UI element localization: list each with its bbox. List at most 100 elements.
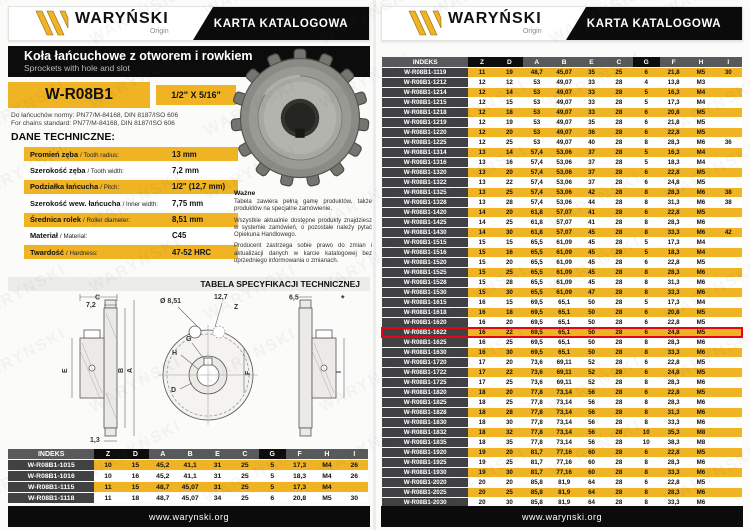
spec-label-pl: Szerokość wew. łańcucha bbox=[30, 198, 121, 208]
cell: 36 bbox=[577, 128, 606, 137]
table-row: W-R08B1-1722 17 22 73,6 69,11 52 28 6 24,8 M5 bbox=[382, 368, 742, 377]
cell: 56 bbox=[577, 428, 606, 437]
cell: 69,5 bbox=[523, 348, 551, 357]
cell: 45,2 bbox=[149, 460, 177, 470]
cell: 56 bbox=[577, 438, 606, 447]
cell: 65,5 bbox=[523, 258, 551, 267]
dim-label-d: D bbox=[171, 387, 176, 394]
row-index: W-R08B1-2030 bbox=[382, 498, 469, 507]
cell: M4 bbox=[313, 460, 341, 470]
table-row: W-R08B1-1325 13 25 57,4 53,06 42 28 8 28,3 M6 38 bbox=[382, 188, 742, 197]
dim-label-65: 6,5 bbox=[289, 295, 299, 302]
cell: M4 bbox=[687, 238, 715, 247]
cell: 28 bbox=[605, 448, 633, 457]
cell: 53 bbox=[523, 128, 551, 137]
table-row: W-R08B1-1720 17 20 73,6 69,11 52 28 6 22,8 M5 bbox=[382, 358, 742, 367]
cell: 22,8 bbox=[659, 388, 688, 397]
cell: 50 bbox=[577, 328, 606, 337]
cell: 64 bbox=[577, 488, 606, 497]
note-paragraph: Wszystkie aktualnie dostępne produkty zn… bbox=[234, 217, 372, 239]
cell: 5 bbox=[632, 248, 660, 257]
cell: 25 bbox=[495, 218, 524, 227]
cell: 28 bbox=[605, 98, 633, 107]
table-row: W-R08B1-1630 16 30 69,5 65,1 50 28 8 33,3 M6 bbox=[382, 348, 742, 357]
cell: 25 bbox=[495, 458, 524, 467]
cell: 28 bbox=[605, 158, 633, 167]
cell: 8 bbox=[632, 228, 660, 237]
column-header-g: G bbox=[632, 57, 660, 67]
cell: 53 bbox=[523, 78, 551, 87]
cell: 28 bbox=[605, 198, 633, 207]
cell: 24,8 bbox=[659, 328, 688, 337]
cell: 50 bbox=[577, 318, 606, 327]
row-index: W-R08B1-1630 bbox=[382, 348, 469, 357]
cell: 57,4 bbox=[523, 148, 551, 157]
column-header-e: E bbox=[203, 449, 232, 459]
cell bbox=[714, 208, 742, 217]
note-title: Ważne bbox=[234, 190, 256, 197]
cell: 16 bbox=[468, 318, 496, 327]
cell: 53 bbox=[523, 108, 551, 117]
cell: 85,8 bbox=[523, 478, 551, 487]
cell: 45,07 bbox=[550, 68, 578, 77]
cell bbox=[714, 408, 742, 417]
cell bbox=[714, 438, 742, 447]
cell: 61,09 bbox=[550, 288, 578, 297]
cell: 42 bbox=[577, 188, 606, 197]
cell: 57,07 bbox=[550, 208, 578, 217]
table-row: W-R08B1-1925 19 25 81,7 77,16 60 28 8 28,3 M6 bbox=[382, 458, 742, 467]
cell: 33,3 bbox=[659, 498, 688, 507]
row-index: W-R08B1-1525 bbox=[382, 268, 469, 277]
row-index: W-R08B1-1722 bbox=[382, 368, 469, 377]
table-row: W-R08B1-1322 13 22 57,4 53,06 37 28 6 24,8 M5 bbox=[382, 178, 742, 187]
cell: 25 bbox=[605, 68, 633, 77]
row-index: W-R08B1-1835 bbox=[382, 438, 469, 447]
column-header-b: B bbox=[176, 449, 204, 459]
cell: 28 bbox=[605, 458, 633, 467]
cell: M5 bbox=[687, 308, 715, 317]
cell: 49,07 bbox=[550, 98, 578, 107]
table-row: W-R08B1-1830 18 30 77,8 73,14 56 28 8 33,3 M6 bbox=[382, 418, 742, 427]
spec-label-en: / Tooth width: bbox=[87, 167, 124, 175]
cell: 30 bbox=[495, 288, 524, 297]
cell bbox=[714, 458, 742, 467]
cell: 20 bbox=[468, 488, 496, 497]
warynski-logo-icon bbox=[35, 10, 69, 36]
cell: 8 bbox=[632, 458, 660, 467]
cell: 34 bbox=[203, 493, 232, 503]
cell: 28,3 bbox=[659, 378, 688, 387]
cell: 73,6 bbox=[523, 358, 551, 367]
cell: 60 bbox=[577, 468, 606, 477]
cell: 5 bbox=[258, 471, 286, 481]
table-row: W-R08B1-1625 16 25 69,5 65,1 50 28 8 28,3 M6 bbox=[382, 338, 742, 347]
cell: 37 bbox=[577, 158, 606, 167]
cell: 45,07 bbox=[176, 493, 204, 503]
cell: 17,3 bbox=[285, 482, 314, 492]
cell: 64 bbox=[577, 478, 606, 487]
technical-drawing: C 7,2 E B A 1,3 Ø 8,51 12,7 Z G H D F 6,… bbox=[62, 293, 345, 444]
cell: M8 bbox=[687, 428, 715, 437]
cell: M5 bbox=[687, 128, 715, 137]
cell bbox=[714, 268, 742, 277]
cell bbox=[714, 448, 742, 457]
cell: 13 bbox=[468, 148, 496, 157]
cell: 65,1 bbox=[550, 328, 578, 337]
cell: 10 bbox=[94, 460, 122, 470]
cell: 73,14 bbox=[550, 418, 578, 427]
table-row: W-R08B1-1420 14 20 61,8 57,07 41 28 6 22,8 M5 bbox=[382, 208, 742, 217]
cell: 20,8 bbox=[659, 308, 688, 317]
cell: M5 bbox=[687, 358, 715, 367]
cell: 50 bbox=[577, 348, 606, 357]
tech-spec-list: Promień zęba / Tooth radius: 13 mm Szero… bbox=[24, 147, 238, 262]
cell: 77,16 bbox=[550, 468, 578, 477]
table-row: W-R08B1-1530 15 30 65,5 61,09 47 28 8 33,3 M6 bbox=[382, 288, 742, 297]
cell: 16 bbox=[468, 348, 496, 357]
cell: 28 bbox=[605, 478, 633, 487]
cell: 69,5 bbox=[523, 318, 551, 327]
dim-label-a: A bbox=[127, 368, 134, 373]
cell: 65,5 bbox=[523, 238, 551, 247]
row-index: W-R08B1-1530 bbox=[382, 288, 469, 297]
cell: 38 bbox=[714, 198, 742, 207]
catalog-banner: KARTA KATALOGOWA bbox=[566, 7, 742, 40]
cell: 56 bbox=[577, 398, 606, 407]
